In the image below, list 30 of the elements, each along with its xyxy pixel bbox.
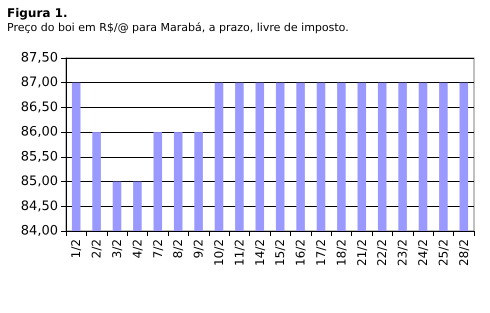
x-tick-label: 14/2 — [252, 239, 267, 266]
x-tick-label: 8/2 — [171, 239, 186, 258]
x-tick-label: 22/2 — [375, 239, 390, 266]
x-tick-label: 17/2 — [314, 239, 328, 266]
y-tick-label: 87,00 — [20, 75, 58, 90]
x-tick-label: 7/2 — [150, 239, 165, 258]
y-tick-label: 84,50 — [20, 198, 58, 214]
x-tick-label: 21/2 — [354, 239, 369, 266]
y-tick-label: 86,50 — [20, 100, 58, 115]
x-tick-label: 2/2 — [90, 239, 104, 258]
x-tick-label: 18/2 — [334, 239, 348, 266]
x-tick-label: 23/2 — [396, 239, 410, 266]
y-tick-label: 86,00 — [20, 124, 58, 140]
y-tick-label: 84,00 — [20, 224, 58, 238]
chart-subtitle: Preço do boi em R$/@ para Marabá, a prazo, livre de imposto. — [7, 21, 349, 34]
x-tick-label: 9/2 — [192, 239, 206, 258]
y-tick-label: 87,50 — [20, 50, 58, 66]
x-tick-label: 11/2 — [232, 239, 246, 266]
x-tick-label: 25/2 — [436, 239, 450, 266]
x-tick-label: 16/2 — [294, 239, 308, 266]
x-tick-label: 1/2 — [69, 239, 84, 258]
x-tick-label: 4/2 — [130, 239, 144, 258]
x-tick-label: 24/2 — [416, 239, 430, 266]
y-tick-label: 85,50 — [20, 149, 58, 164]
x-tick-label: 3/2 — [110, 239, 124, 258]
x-tick-label: 28/2 — [456, 239, 471, 266]
y-tick-label: 85,00 — [20, 174, 58, 190]
x-tick-label: 15/2 — [273, 239, 288, 266]
chart-title: Figura 1. — [7, 6, 68, 20]
x-tick-label: 10/2 — [212, 239, 226, 266]
